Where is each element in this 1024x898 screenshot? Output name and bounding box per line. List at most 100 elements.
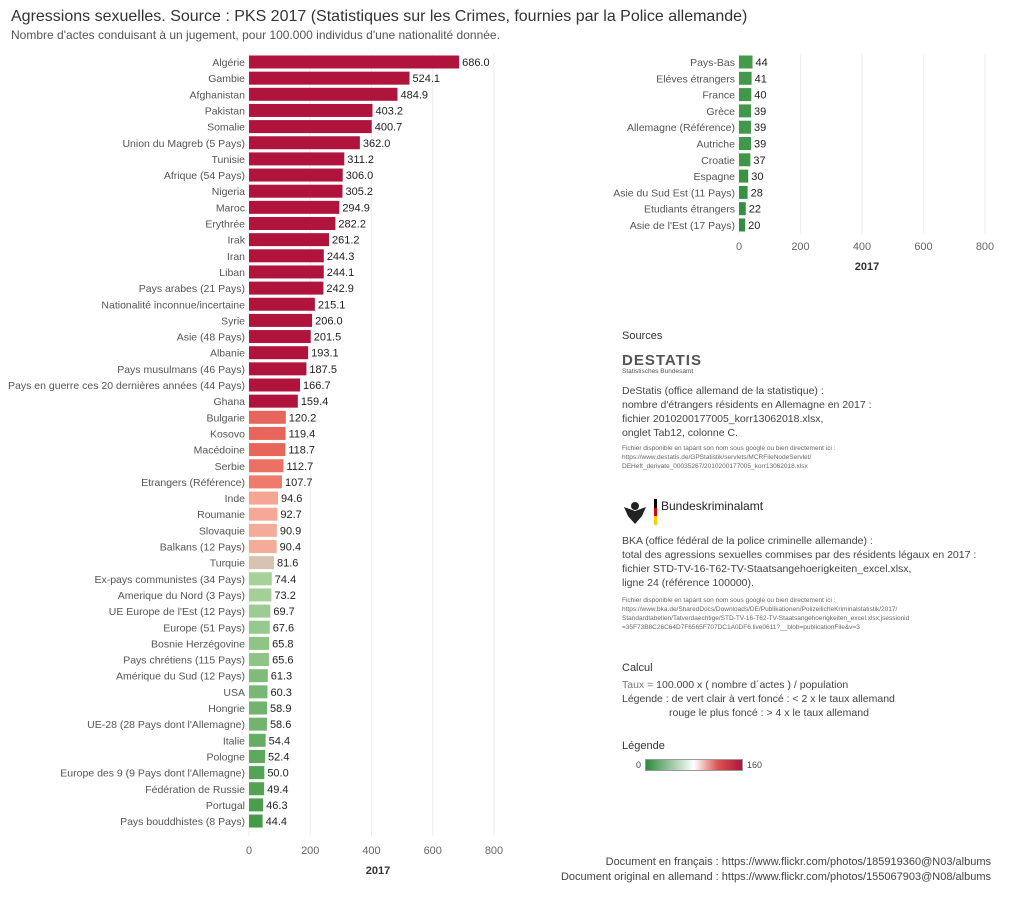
main-chart-category-label: Inde bbox=[225, 493, 246, 505]
main-chart-category-label: Pays chrétiens (115 Pays) bbox=[123, 655, 245, 667]
main-chart-value-label: 65.6 bbox=[272, 655, 293, 667]
main-chart-value-label: 524.1 bbox=[413, 73, 441, 85]
main-chart-category-label: Fédération de Russie bbox=[145, 784, 245, 796]
main-chart-bar bbox=[249, 507, 278, 521]
main-chart-value-label: 90.9 bbox=[280, 525, 301, 537]
secondary-chart-category-label: Etudiants étrangers bbox=[644, 204, 735, 216]
bka-small-line[interactable]: https://www.bka.de/SharedDocs/Downloads/… bbox=[622, 606, 898, 613]
main-chart-bar bbox=[249, 814, 263, 828]
main-chart-value-label: 166.7 bbox=[303, 380, 331, 392]
footer-french-link[interactable]: Document en français : https://www.flick… bbox=[605, 856, 991, 868]
secondary-chart-bar bbox=[739, 153, 751, 167]
main-chart-value-label: 261.2 bbox=[332, 235, 360, 247]
main-chart-category-label: Union du Magreb (5 Pays) bbox=[122, 138, 245, 150]
main-chart-value-label: 294.9 bbox=[342, 202, 370, 214]
destatis-small-line[interactable]: DEHeft_derivate_00035267/2010200177005_k… bbox=[622, 463, 808, 470]
main-chart-value-label: 69.7 bbox=[273, 606, 294, 618]
main-chart-value-label: 60.3 bbox=[270, 687, 291, 699]
secondary-chart-category-label: Espagne bbox=[694, 171, 736, 183]
destatis-small-line[interactable]: https://www.destatis.de/GPStatistik/serv… bbox=[622, 454, 812, 461]
main-chart-category-label: Afghanistan bbox=[190, 89, 246, 101]
secondary-chart-value-label: 28 bbox=[751, 187, 763, 199]
main-chart-category-label: Syrie bbox=[221, 315, 245, 327]
secondary-chart-value-label: 39 bbox=[754, 106, 766, 118]
footer-german-link[interactable]: Document original en allemand : https://… bbox=[560, 871, 991, 883]
main-chart-bar bbox=[249, 491, 278, 505]
main-chart-axis-label: 2017 bbox=[366, 865, 390, 877]
destatis-logo-text: DESTATIS bbox=[622, 352, 702, 369]
main-chart-bar bbox=[249, 556, 274, 570]
legend-heading: Légende bbox=[622, 740, 665, 752]
main-chart-value-label: 305.2 bbox=[345, 186, 373, 198]
secondary-chart-value-label: 40 bbox=[754, 90, 766, 102]
secondary-chart-category-label: France bbox=[702, 90, 735, 102]
main-chart-bar bbox=[249, 572, 272, 586]
main-chart-category-label: Pays en guerre ces 20 dernières années (… bbox=[8, 380, 245, 392]
main-chart-value-label: 74.4 bbox=[275, 574, 296, 586]
main-chart-bar bbox=[249, 717, 267, 731]
main-chart-category-label: Tunisie bbox=[212, 154, 246, 166]
calcul-legend-line2: rouge le plus foncé : > 4 x le taux alle… bbox=[669, 707, 869, 719]
destatis-source-link: Fichier disponible en tapant son nom sou… bbox=[622, 444, 836, 471]
main-chart-bar bbox=[249, 620, 270, 634]
main-chart-category-label: Turquie bbox=[210, 558, 245, 570]
secondary-chart-value-label: 41 bbox=[755, 73, 767, 85]
main-chart-category-label: Pologne bbox=[206, 751, 245, 763]
main-chart-bar bbox=[249, 330, 311, 344]
main-chart-value-label: 201.5 bbox=[314, 332, 342, 344]
main-chart-value-label: 52.4 bbox=[268, 751, 289, 763]
main-chart-bar bbox=[249, 798, 264, 812]
main-chart-value-label: 242.9 bbox=[326, 283, 354, 295]
secondary-chart-bar bbox=[739, 71, 752, 85]
main-chart-value-label: 159.4 bbox=[301, 396, 329, 408]
main-chart-value-label: 58.9 bbox=[270, 703, 291, 715]
main-chart-category-label: Irak bbox=[227, 235, 245, 247]
main-chart-value-label: 73.2 bbox=[274, 590, 295, 602]
main-chart-value-label: 244.1 bbox=[327, 267, 355, 279]
bka-small-line[interactable]: Standardtabellen/Tatverdaechtige/STD-TV-… bbox=[622, 615, 910, 622]
secondary-chart-tick-label: 800 bbox=[976, 241, 994, 253]
main-chart-tick-label: 200 bbox=[301, 845, 319, 857]
bka-line: ligne 24 (référence 100000). bbox=[622, 577, 754, 589]
secondary-chart-bar bbox=[739, 218, 746, 232]
destatis-line: fichier 2010200177005_korr13062018.xlsx, bbox=[622, 413, 824, 425]
main-chart-value-label: 49.4 bbox=[267, 784, 288, 796]
secondary-chart-bar bbox=[739, 88, 752, 102]
main-chart-value-label: 484.9 bbox=[401, 89, 429, 101]
main-chart-bar bbox=[249, 281, 324, 295]
secondary-chart-tick-label: 400 bbox=[853, 241, 871, 253]
chart-title: Agressions sexuelles. Source : PKS 2017 … bbox=[11, 8, 748, 25]
secondary-chart-value-label: 44 bbox=[756, 57, 768, 69]
main-chart-bar bbox=[249, 136, 360, 150]
bka-small-line[interactable]: =35F73B8C26C64D7F6565F707DC1A0DF6.live06… bbox=[622, 624, 860, 631]
main-chart-category-label: Liban bbox=[219, 267, 245, 279]
main-chart-category-label: Iran bbox=[227, 251, 245, 263]
main-chart-category-label: Albanie bbox=[210, 348, 245, 360]
main-chart-bar bbox=[249, 636, 270, 650]
main-chart-category-label: Ghana bbox=[213, 396, 245, 408]
main-chart-category-label: Bosnie Herzégovine bbox=[151, 638, 245, 650]
main-chart-bar bbox=[249, 653, 270, 667]
main-chart-value-label: 119.4 bbox=[289, 428, 316, 440]
main-chart-category-label: Somalie bbox=[207, 122, 245, 134]
main-chart-value-label: 187.5 bbox=[309, 364, 337, 376]
destatis-small-line: Fichier disponible en tapant son nom sou… bbox=[622, 445, 836, 452]
main-chart-value-label: 81.6 bbox=[277, 558, 298, 570]
bka-logo: Bundeskriminalamt bbox=[622, 498, 763, 526]
main-chart-category-label: Macédoine bbox=[194, 445, 246, 457]
main-chart-value-label: 58.6 bbox=[270, 719, 291, 731]
legend-color-scale bbox=[645, 759, 743, 771]
main-chart-category-label: Balkans (12 Pays) bbox=[160, 542, 245, 554]
main-chart-bar bbox=[249, 685, 268, 699]
secondary-chart-bar bbox=[739, 55, 753, 69]
main-chart-category-label: Pakistan bbox=[205, 105, 245, 117]
main-chart-value-label: 107.7 bbox=[285, 477, 313, 489]
calcul-heading: Calcul bbox=[622, 662, 653, 674]
main-chart-value-label: 61.3 bbox=[271, 671, 292, 683]
main-chart-category-label: USA bbox=[223, 687, 245, 699]
main-chart-value-label: 94.6 bbox=[281, 493, 302, 505]
bka-line: BKA (office fédéral de la police crimine… bbox=[622, 535, 873, 547]
main-chart-category-label: Europe des 9 (9 Pays dont l'Allemagne) bbox=[60, 768, 245, 780]
main-chart-tick-label: 800 bbox=[485, 845, 503, 857]
